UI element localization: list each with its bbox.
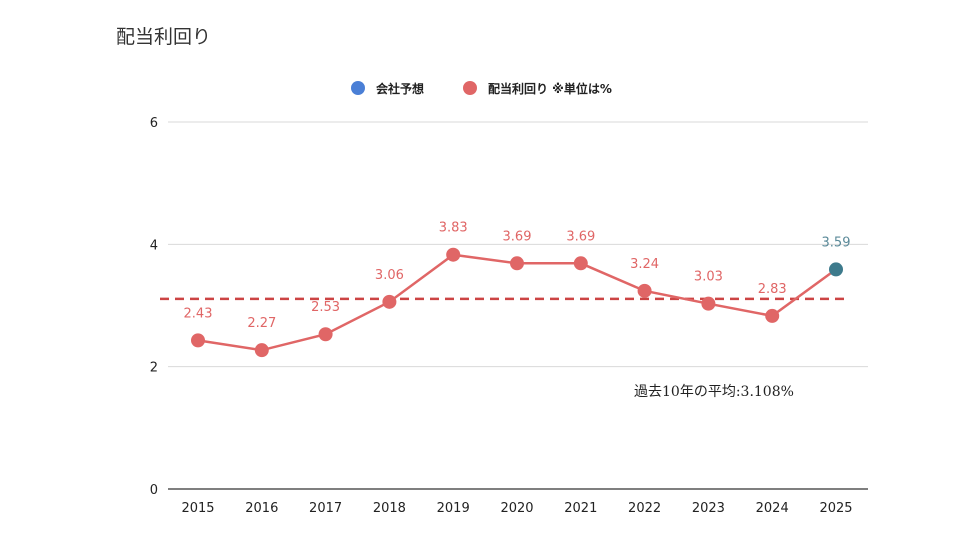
- data-label: 3.24: [630, 257, 659, 272]
- data-label: 3.59: [822, 235, 851, 250]
- x-tick-label: 2023: [692, 501, 725, 516]
- data-label: 2.43: [184, 306, 213, 321]
- x-tick-label: 2024: [756, 501, 789, 516]
- forecast-point: [829, 262, 843, 277]
- yield-point: [701, 296, 716, 311]
- x-tick-label: 2022: [628, 501, 661, 516]
- data-label: 2.27: [247, 316, 276, 331]
- data-label: 3.03: [694, 270, 723, 285]
- x-tick-label: 2016: [245, 501, 278, 516]
- x-axis-ticks: 2015 2016 2017 2018 2019 2020 2021 2022 2023 2024…: [181, 501, 852, 516]
- yield-point: [510, 256, 524, 271]
- chart-gridlines: [168, 121, 868, 490]
- average-line-group: 過去10年の平均:3.108%: [160, 297, 848, 400]
- x-tick-label: 2015: [181, 501, 214, 516]
- y-tick-label: 2: [150, 361, 158, 376]
- data-label: 3.83: [439, 221, 468, 236]
- yield-point: [382, 294, 397, 309]
- legend-label-forecast: 会社予想: [376, 81, 424, 96]
- chart-series: [191, 247, 843, 358]
- yield-point: [765, 308, 780, 323]
- legend-marker-forecast: [351, 81, 365, 95]
- data-label: 2.83: [758, 282, 787, 297]
- data-label: 2.53: [311, 300, 340, 315]
- chart-legend: 会社予想 配当利回り ※単位は%: [351, 81, 612, 96]
- yield-point: [191, 333, 205, 348]
- y-tick-label: 6: [150, 116, 158, 131]
- legend-label-yield: 配当利回り ※単位は%: [488, 81, 612, 96]
- x-tick-label: 2020: [500, 501, 533, 516]
- data-label: 3.06: [375, 268, 404, 283]
- x-tick-label: 2021: [564, 501, 597, 516]
- x-tick-label: 2017: [309, 501, 342, 516]
- x-tick-label: 2025: [819, 501, 852, 516]
- data-label: 3.69: [503, 229, 532, 244]
- yield-point: [318, 327, 333, 342]
- x-tick-label: 2019: [437, 501, 470, 516]
- page-title: 配当利回り: [116, 26, 212, 48]
- yield-point: [637, 283, 652, 298]
- yield-point: [254, 343, 269, 358]
- legend-marker-yield: [463, 81, 477, 95]
- data-label: 3.69: [566, 229, 595, 244]
- y-tick-label: 4: [150, 238, 158, 253]
- y-axis-ticks: 0 2 4 6: [150, 116, 158, 498]
- average-note: 過去10年の平均:3.108%: [634, 384, 794, 400]
- yield-point: [446, 247, 461, 262]
- x-tick-label: 2018: [373, 501, 406, 516]
- yield-point: [573, 256, 588, 271]
- data-labels: 2.43 2.27 2.53 3.06 3.83 3.69 3.69 3.24 3.03 2.83…: [184, 221, 851, 331]
- y-tick-label: 0: [150, 483, 158, 498]
